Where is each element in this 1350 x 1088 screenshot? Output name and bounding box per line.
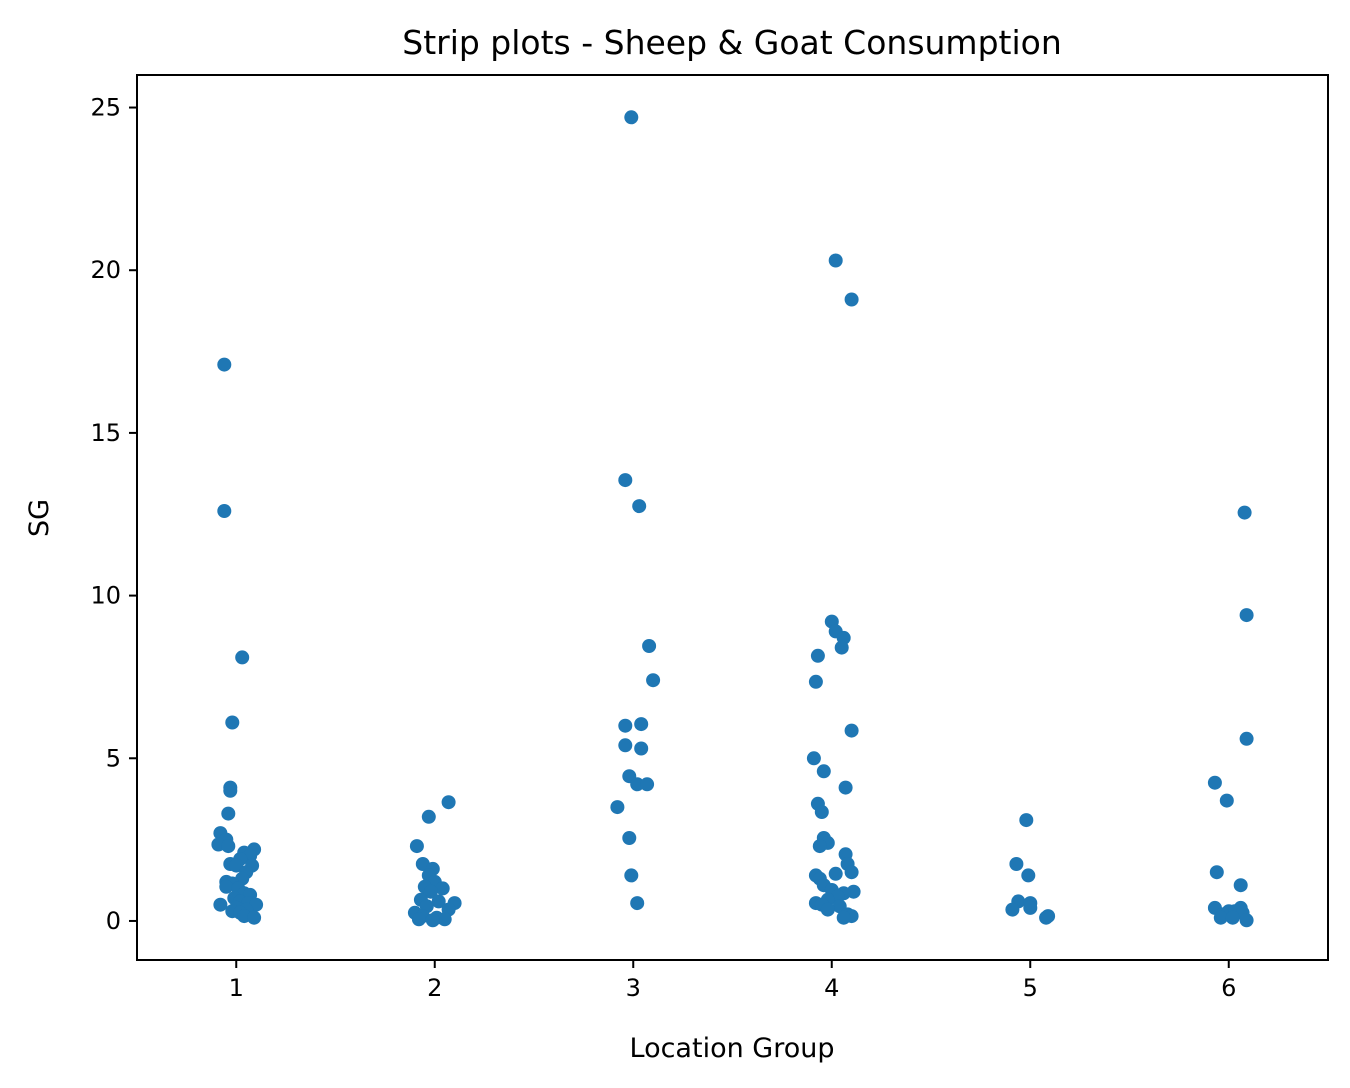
data-point <box>618 718 633 733</box>
data-point <box>816 764 831 779</box>
data-point <box>431 894 446 909</box>
data-point <box>1237 505 1252 520</box>
data-point <box>1039 910 1054 925</box>
x-axis-label: Location Group <box>630 1033 835 1064</box>
x-tick-label: 1 <box>229 974 244 1002</box>
data-point <box>219 879 234 894</box>
data-point <box>221 839 236 854</box>
x-tick-label: 4 <box>824 974 839 1002</box>
data-point <box>217 504 232 518</box>
data-point <box>411 912 426 927</box>
data-point <box>1005 902 1020 917</box>
data-point <box>223 783 238 798</box>
data-point <box>828 253 843 268</box>
plot-frame <box>136 74 1329 961</box>
data-point <box>235 650 250 665</box>
data-point <box>1213 910 1228 925</box>
data-point <box>1239 608 1254 623</box>
data-point <box>632 499 647 514</box>
data-point <box>646 673 661 688</box>
chart-title: Strip plots - Sheep & Goat Consumption <box>402 23 1061 62</box>
y-axis-label: SG <box>24 499 55 537</box>
data-point <box>409 839 424 854</box>
x-tick-label: 6 <box>1221 974 1236 1002</box>
data-point <box>844 292 859 307</box>
data-point <box>634 741 649 756</box>
data-point <box>622 831 637 845</box>
data-point <box>225 715 240 730</box>
data-point <box>630 777 645 792</box>
data-point <box>217 357 232 372</box>
data-point <box>618 473 633 488</box>
y-tick-label: 15 <box>90 419 121 447</box>
x-tick-label: 2 <box>427 974 442 1002</box>
data-point <box>1239 913 1254 928</box>
data-point <box>624 110 639 125</box>
data-point <box>642 639 657 653</box>
x-tick-label: 5 <box>1023 974 1038 1002</box>
data-point <box>1019 813 1034 828</box>
x-axis-ticks: 1 2 3 4 5 6 <box>229 960 1236 1002</box>
data-point <box>1219 793 1234 808</box>
data-point <box>828 866 843 881</box>
data-point <box>441 795 456 810</box>
data-point <box>820 902 835 917</box>
data-point <box>1009 857 1024 871</box>
y-axis-ticks: 0 5 10 15 20 25 <box>90 94 137 935</box>
data-point <box>836 910 851 925</box>
data-point <box>834 640 849 655</box>
y-tick-label: 0 <box>106 907 121 935</box>
data-point <box>1225 910 1240 925</box>
x-tick-label: 3 <box>626 974 641 1002</box>
data-point <box>247 910 262 925</box>
data-point <box>624 868 639 883</box>
data-point <box>1207 775 1222 790</box>
data-point <box>213 897 228 912</box>
points-layer <box>211 110 1254 928</box>
y-tick-label: 10 <box>90 582 121 610</box>
data-point <box>229 858 244 873</box>
y-tick-label: 20 <box>90 256 121 284</box>
data-point <box>610 800 625 815</box>
data-point <box>810 648 825 663</box>
data-point <box>1021 868 1036 883</box>
data-point <box>1239 731 1254 746</box>
data-point <box>221 806 236 821</box>
data-point <box>421 809 436 824</box>
data-point <box>640 777 655 792</box>
data-point <box>634 717 649 732</box>
data-point <box>812 839 827 854</box>
data-point <box>844 865 859 880</box>
data-point <box>806 751 821 766</box>
data-point <box>423 884 438 899</box>
y-tick-label: 5 <box>106 744 121 772</box>
data-point <box>1209 865 1224 880</box>
data-point <box>814 805 829 819</box>
data-point <box>844 723 859 738</box>
data-point <box>808 674 823 689</box>
data-point <box>838 780 853 795</box>
y-tick-label: 25 <box>90 94 121 122</box>
data-point <box>437 912 452 927</box>
data-point <box>630 896 645 911</box>
data-point <box>435 881 450 896</box>
data-point <box>425 913 440 928</box>
data-point <box>1023 900 1038 915</box>
data-point <box>618 738 633 753</box>
data-point <box>1233 878 1248 893</box>
